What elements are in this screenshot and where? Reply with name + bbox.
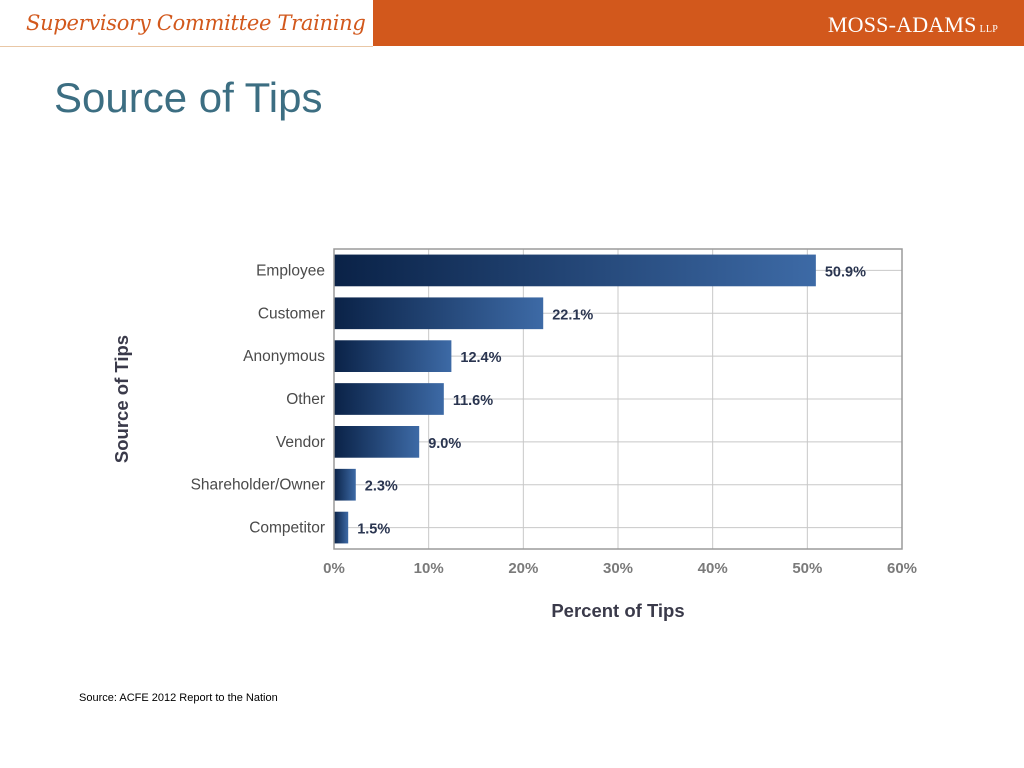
company-logo: MOSS-ADAMS LLP [828,12,998,38]
data-label: 1.5% [357,522,390,538]
source-of-tips-chart: 0% 10% 20% 30% 40% 50% 60% Employee 50.9% Custome… [111,248,917,621]
data-label: 50.9% [825,264,866,280]
logo-text: MOSS-ADAMS [827,12,977,37]
data-label: 9.0% [428,436,461,452]
data-label: 2.3% [365,479,398,495]
slide-title: Source of Tips [54,74,323,121]
source-note: Source: ACFE 2012 Report to the Nation [79,692,278,704]
data-label: 22.1% [552,307,593,323]
bar [334,383,444,415]
category-label: Customer [258,305,325,322]
category-label: Employee [256,262,325,279]
category-label: Other [286,391,325,408]
category-label: Anonymous [243,348,325,365]
category-label: Shareholder/Owner [191,477,325,494]
bar [334,468,356,501]
x-tick-label: 50% [792,560,822,577]
data-label: 11.6% [453,393,493,409]
bar [334,297,544,330]
category-label: Vendor [276,434,325,451]
x-tick-label: 0% [323,560,345,577]
category-label: Competitor [249,520,325,537]
bar [334,254,816,287]
x-tick-label: 60% [887,560,917,577]
x-tick-label: 40% [698,560,728,577]
x-tick-label: 10% [414,560,444,577]
header-title-area: Supervisory Committee Training Workshop [0,0,476,47]
x-axis-title: Percent of Tips [551,600,684,621]
data-label: 12.4% [460,350,501,366]
header-bar: Supervisory Committee Training Workshop … [0,0,1024,47]
x-tick-label: 30% [603,560,633,577]
y-axis-title: Source of Tips [111,335,132,463]
logo-suffix: LLP [979,24,998,35]
header-brand-area: MOSS-ADAMS LLP [373,0,1024,46]
bar [334,511,349,544]
plot-border [333,248,903,550]
bar [334,340,452,372]
bar [334,426,420,458]
x-tick-label: 20% [508,560,538,577]
